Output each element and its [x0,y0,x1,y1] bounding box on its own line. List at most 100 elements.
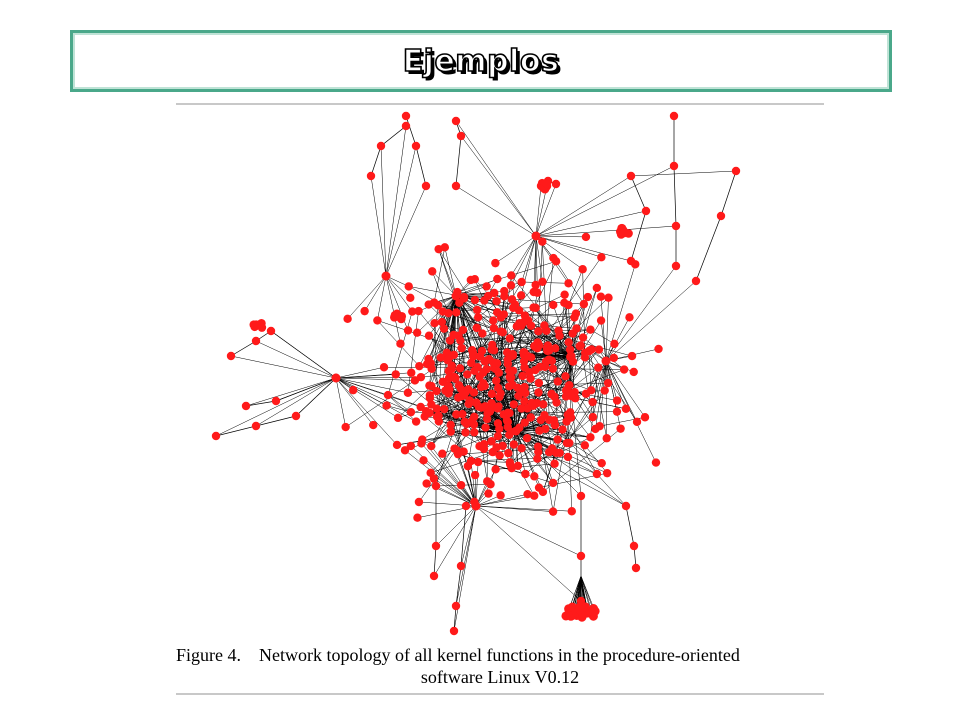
network-edge [574,391,618,401]
network-edge [535,235,543,282]
network-node [602,468,612,478]
network-edge [525,416,594,475]
network-edge [455,120,537,237]
network-edge [385,275,401,344]
network-edge [539,430,554,512]
network-node [526,321,536,330]
network-node [591,424,600,434]
network-node [522,433,532,443]
network-node [251,421,261,431]
network-node [369,420,378,430]
network-node [489,358,498,367]
network-node [431,481,441,491]
network-edge [524,422,591,438]
network-edge [475,495,535,507]
network-edge [380,145,387,277]
network-edge [580,575,594,607]
network-node [603,378,613,388]
network-edge [407,311,419,393]
network-node [571,309,581,318]
network-edge [385,275,413,312]
network-node [542,344,552,353]
network-node [508,380,517,390]
network-edge [472,335,560,351]
network-node [585,346,594,355]
network-node [552,398,561,407]
network-node [578,265,587,274]
network-edge [433,247,446,303]
network-node [626,256,636,266]
network-node [458,325,468,335]
network-node [462,419,471,429]
network-node [575,341,584,351]
network-edge [415,145,427,187]
network-node [609,353,619,363]
network-edge [475,505,582,557]
network-node [579,299,589,309]
network-edge [495,463,555,470]
network-edge [460,135,537,237]
network-node [600,386,609,395]
network-node [548,364,558,373]
network-node [538,277,547,286]
network-edge [569,349,600,386]
network-node [576,551,586,561]
network-edge [545,361,570,386]
network-node [496,491,505,500]
network-node [526,413,535,422]
network-node [415,361,424,371]
network-node [438,449,447,458]
network-edge [605,360,607,439]
network-edge [416,295,457,333]
network-node [458,409,467,419]
network-node [492,376,501,385]
network-node [422,479,431,488]
network-node [446,420,455,430]
network-node [481,357,490,366]
network-node [469,388,479,397]
network-node [496,313,506,322]
network-node [691,276,701,286]
network-node [429,571,439,581]
network-node [566,351,576,361]
network-node [588,412,598,422]
network-edge [438,249,457,297]
network-node [383,390,393,400]
network-node [531,280,540,290]
network-node [581,232,591,242]
network-edge [568,269,583,306]
network-node [482,414,492,424]
network-edge [385,275,409,331]
figure-frame [176,103,824,695]
network-node [588,397,597,407]
network-node [484,489,493,498]
network-node [424,331,434,340]
network-edge [494,345,535,351]
network-edge [630,210,647,262]
network-node [523,352,533,361]
network-edge [430,407,493,473]
network-edge [511,235,537,276]
network-node [446,427,455,436]
network-node [554,326,563,335]
network-edge [535,165,675,237]
network-edge [567,414,573,512]
network-node [548,478,558,488]
network-node [520,311,530,320]
network-node [487,345,496,354]
network-node [397,312,407,321]
network-node [331,373,341,383]
network-edge [495,368,525,423]
network-edge [431,414,457,447]
network-node [566,408,575,417]
network-node [360,306,369,316]
network-node [455,298,464,308]
network-edge [575,575,582,609]
network-edge [475,505,582,602]
network-node [437,317,447,327]
network-node [251,336,261,346]
network-node [431,541,441,551]
network-node [486,480,495,489]
network-edge [535,225,677,237]
network-edge [245,377,337,407]
